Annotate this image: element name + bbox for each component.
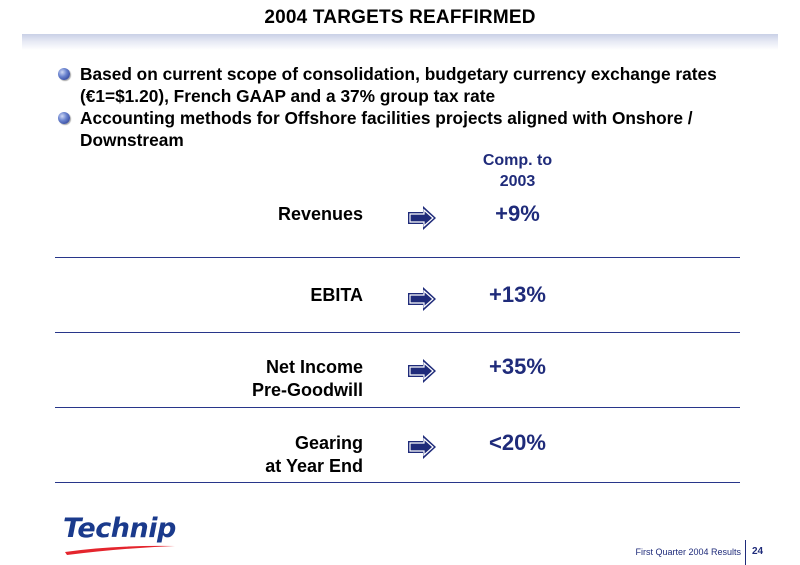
target-label-line: EBITA	[310, 285, 363, 305]
row-divider	[55, 332, 740, 333]
target-label-line: Pre-Goodwill	[251, 380, 363, 400]
footer-separator	[745, 540, 746, 565]
target-value: +9%	[495, 201, 540, 226]
bullet-text: Accounting methods for Offshore faciliti…	[80, 108, 693, 150]
target-value: +35%	[489, 354, 546, 379]
right-arrow-icon	[408, 287, 436, 311]
bullet-item: Based on current scope of consolidation,…	[58, 63, 778, 107]
target-value: +13%	[489, 282, 546, 307]
right-arrow-icon	[408, 206, 436, 230]
target-row-net-income: Net Income Pre-Goodwill +35%	[0, 354, 800, 416]
target-label-line: Revenues	[277, 204, 363, 224]
comparison-header-line: 2003	[499, 173, 536, 190]
target-row-gearing: Gearing at Year End <20%	[0, 430, 800, 492]
right-arrow-icon	[408, 359, 436, 383]
comparison-header: Comp. to 2003	[455, 150, 580, 192]
slide-title: 2004 TARGETS REAFFIRMED	[264, 7, 536, 28]
footer-caption: First Quarter 2004 Results	[635, 547, 741, 557]
target-label-line: at Year End	[265, 456, 363, 476]
right-arrow-icon	[408, 435, 436, 459]
target-row-revenues: Revenues +9%	[0, 201, 800, 263]
target-label-line: Net Income	[265, 357, 363, 377]
bullet-list: Based on current scope of consolidation,…	[58, 63, 778, 151]
comparison-header-line: Comp. to	[482, 152, 553, 169]
logo-swoosh-icon	[65, 545, 175, 555]
row-divider	[55, 482, 740, 483]
target-value: <20%	[489, 430, 546, 455]
bullet-text: Based on current scope of consolidation,…	[80, 64, 717, 106]
row-divider	[55, 257, 740, 258]
target-label: Gearing at Year End	[265, 432, 363, 478]
company-logo: Technip	[63, 515, 178, 555]
target-label: Revenues	[278, 203, 363, 226]
bullet-dot-icon	[58, 112, 70, 124]
target-row-ebita: EBITA +13%	[0, 282, 800, 344]
target-label: Net Income Pre-Goodwill	[252, 356, 363, 402]
target-label-line: Gearing	[294, 433, 363, 453]
bullet-item: Accounting methods for Offshore faciliti…	[58, 107, 778, 151]
row-divider	[55, 407, 740, 408]
bullet-dot-icon	[58, 68, 70, 80]
page-number: 24	[752, 546, 764, 557]
target-label: EBITA	[310, 284, 363, 307]
title-band	[22, 34, 778, 50]
logo-text: Technip	[63, 513, 176, 544]
